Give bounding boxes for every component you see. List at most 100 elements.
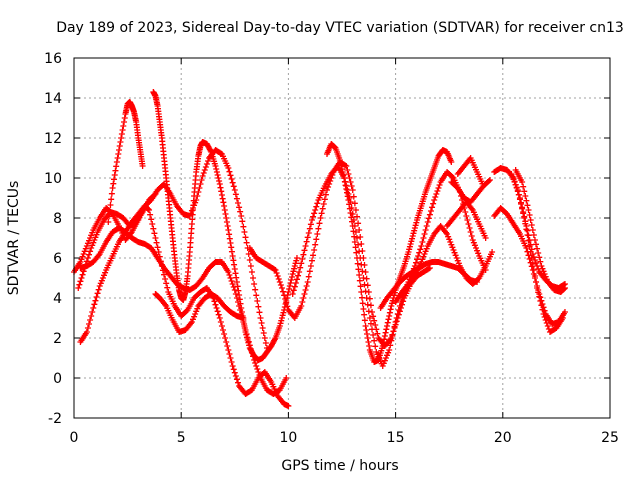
data-point [214,308,221,315]
data-point [362,269,369,275]
data-point [299,299,306,305]
data-point [292,280,299,286]
data-point [241,325,248,331]
data-point [289,271,296,277]
data-point [147,211,154,218]
data-point [302,287,309,293]
data-point [193,308,200,315]
data-point [366,295,373,302]
data-point [359,300,366,307]
data-point [380,339,387,346]
data-point [246,257,253,263]
data-point [257,315,264,321]
data-point [231,287,238,293]
data-point [217,319,224,325]
data-point [352,244,359,251]
data-point [218,188,225,195]
data-point [94,290,101,297]
data-point [449,244,456,251]
data-point [232,191,239,198]
data-point [384,323,391,329]
data-point [533,279,540,285]
data-point [412,222,419,229]
data-point [486,177,493,183]
data-point [233,376,240,383]
data-point [200,170,207,176]
data-point [423,223,430,229]
data-point [343,186,350,192]
data-point [120,123,127,129]
data-point [83,329,90,335]
data-point [231,369,238,376]
data-point [302,243,309,249]
series-track-14 [448,177,493,205]
data-point [292,260,299,267]
data-point [89,229,96,236]
data-point [421,231,428,237]
data-point [349,223,356,229]
data-point [357,283,364,290]
data-point [528,255,535,261]
data-point [303,238,310,245]
data-point [237,208,244,215]
data-point [285,403,292,409]
data-point [296,269,303,275]
x-tick-label: 5 [177,430,186,446]
data-point [448,159,455,165]
data-point [526,243,533,250]
data-point [217,184,224,191]
data-point [271,266,278,273]
data-point [450,247,457,253]
data-point [515,191,522,198]
data-point [379,343,386,349]
data-point [232,270,239,277]
data-point [301,247,308,254]
data-point [542,317,549,323]
data-point [236,292,243,298]
data-point [88,313,95,319]
data-point [367,320,374,327]
data-point [245,339,252,346]
data-point [351,239,358,245]
data-point [278,315,285,321]
data-point [433,191,440,197]
data-point [227,355,234,361]
data-point [304,234,311,241]
data-point [510,176,517,183]
data-point [528,222,535,228]
data-point [430,200,437,207]
data-point [280,288,287,295]
data-point [520,183,527,190]
data-point [537,298,544,304]
data-point [360,306,367,312]
data-point [535,289,542,296]
data-point [96,283,103,289]
data-point [511,179,518,185]
data-point [448,241,455,248]
data-point [219,195,226,202]
data-point [509,173,516,180]
data-point [323,187,330,193]
data-point [362,323,369,329]
data-point [226,351,233,357]
data-point [531,257,538,263]
data-point [226,231,233,238]
data-point [306,225,313,232]
data-point [345,197,352,203]
data-point [344,189,351,196]
data-point [445,233,452,240]
data-point [385,349,392,356]
data-point [226,235,233,242]
data-point [396,303,403,309]
data-point [425,215,432,222]
data-point [386,313,393,319]
data-point [247,263,254,269]
data-point [114,155,121,161]
data-point [317,215,324,221]
data-point [231,266,238,272]
data-point [411,225,418,231]
data-point [379,363,386,369]
data-point [344,167,351,173]
data-point [358,289,365,295]
data-point [449,174,456,180]
